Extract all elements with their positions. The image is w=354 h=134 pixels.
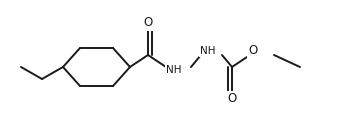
Text: O: O <box>227 92 236 105</box>
Text: NH: NH <box>200 46 216 56</box>
Text: NH: NH <box>166 65 182 75</box>
Text: O: O <box>249 44 258 57</box>
Text: O: O <box>143 16 153 29</box>
